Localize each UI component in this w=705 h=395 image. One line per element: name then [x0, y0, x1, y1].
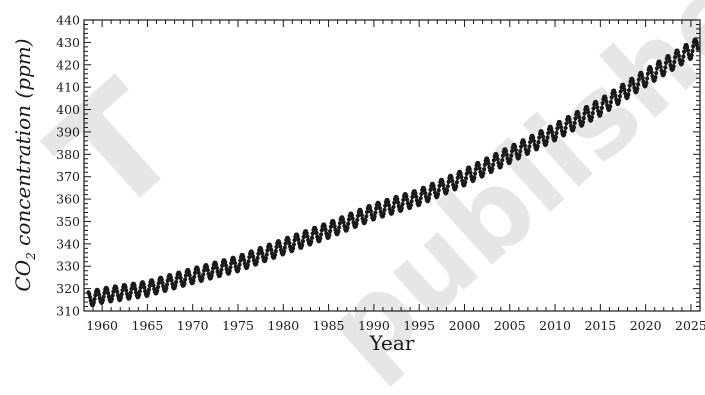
y-tick-label: 370 [56, 169, 80, 184]
y-tick-label: 350 [56, 214, 80, 229]
x-tick-label: 1980 [267, 318, 299, 333]
y-axis-title: CO2 concentration (ppm) [11, 38, 38, 291]
y-tick-label: 340 [56, 236, 80, 251]
y-tick-label: 420 [56, 57, 80, 72]
x-tick-label: 2010 [539, 318, 571, 333]
y-axis-title-rest: concentration (ppm) [11, 38, 35, 252]
y-tick-label: 430 [56, 35, 80, 50]
y-axis: 310 320 330 340 350 360 370 380 390 400 410 420 430 4… [56, 13, 700, 319]
x-tick-label: 1965 [132, 318, 164, 333]
co2-series [86, 37, 699, 307]
x-tick-label: 1970 [177, 318, 209, 333]
y-tick-label: 400 [56, 102, 80, 117]
x-axis-title: Year [369, 331, 415, 355]
x-tick-label: 2000 [449, 318, 481, 333]
x-tick-label: 2015 [584, 318, 616, 333]
x-tick-label: 1975 [222, 318, 254, 333]
y-tick-label: 380 [56, 147, 80, 162]
x-tick-label: 1985 [313, 318, 345, 333]
y-tick-label: 310 [56, 304, 80, 319]
x-tick-label: 2020 [630, 318, 662, 333]
x-tick-label: 2025 [675, 318, 705, 333]
y-tick-label: 410 [56, 80, 80, 95]
x-tick-label: 1960 [86, 318, 118, 333]
y-tick-label: 390 [56, 124, 80, 139]
plot-frame [84, 20, 700, 311]
y-axis-title-main: CO [11, 260, 35, 292]
y-tick-label: 320 [56, 281, 80, 296]
y-tick-label: 360 [56, 192, 80, 207]
y-tick-label: 330 [56, 259, 80, 274]
y-axis-title-sub: 2 [24, 252, 38, 261]
y-tick-label: 440 [56, 13, 80, 28]
x-tick-label: 2005 [494, 318, 526, 333]
